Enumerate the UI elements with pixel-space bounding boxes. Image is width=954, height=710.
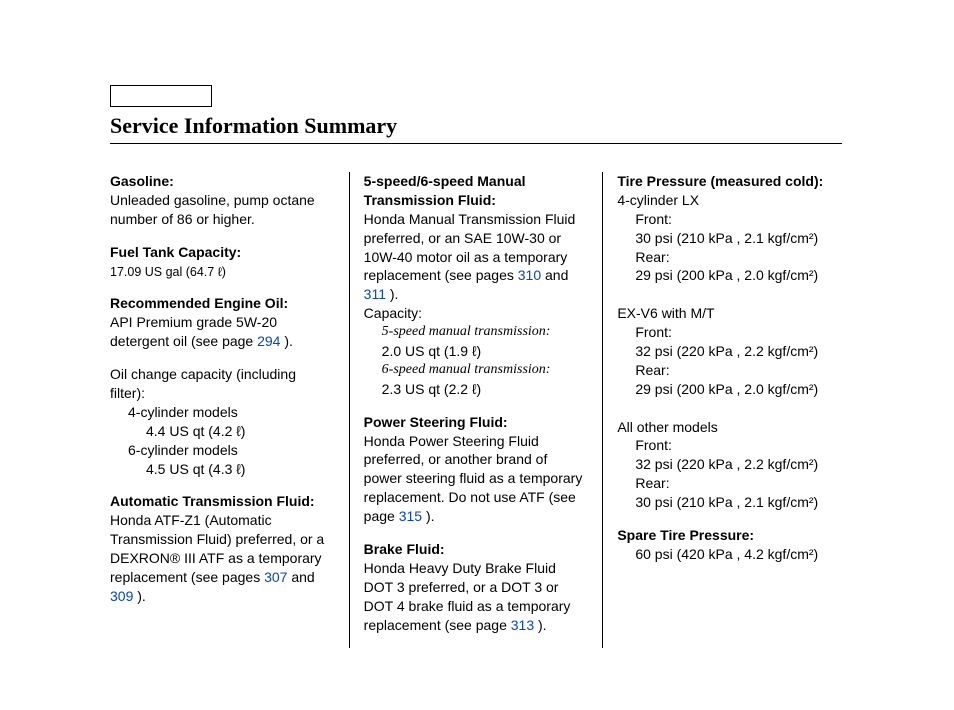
spare-val: 60 psi (420 kPa , 4.2 kgf/cm²)	[617, 545, 842, 564]
mtf-it1: 5-speed manual transmission:	[364, 323, 589, 342]
oil-change-l2: 6-cylinder models	[110, 441, 335, 460]
oil-change-block: Oil change capacity (including filter): …	[110, 365, 335, 478]
engine-oil-link[interactable]: 294	[257, 333, 280, 349]
column-1: Gasoline: Unleaded gasoline, pump octane…	[110, 172, 349, 648]
fuel-tank-block: Fuel Tank Capacity: 17.09 US gal (64.7 ℓ…	[110, 243, 335, 281]
mtf-link-311[interactable]: 311	[364, 286, 386, 302]
atf-hdr: Automatic Transmission Fluid:	[110, 493, 315, 509]
mtf-cap-label: Capacity:	[364, 305, 422, 321]
mtf-it2: 6-speed manual transmission:	[364, 361, 589, 380]
atf-post: ).	[133, 588, 145, 604]
page-title: Service Information Summary	[110, 113, 842, 144]
tire-g3-name: All other models	[617, 418, 842, 437]
tire-block: Tire Pressure (measured cold): 4-cylinde…	[617, 172, 842, 512]
engine-oil-block: Recommended Engine Oil: API Premium grad…	[110, 294, 335, 351]
psf-link-315[interactable]: 315	[399, 508, 422, 524]
psf-post: ).	[422, 508, 434, 524]
tire-g1-name: 4-cylinder LX	[617, 191, 842, 210]
atf-mid: and	[287, 569, 314, 585]
brake-link-313[interactable]: 313	[511, 617, 534, 633]
atf-link-307[interactable]: 307	[264, 569, 287, 585]
tire-g1-fl: Front:	[617, 210, 842, 229]
gasoline-txt: Unleaded gasoline, pump octane number of…	[110, 192, 315, 227]
mtf-link-310[interactable]: 310	[518, 267, 541, 283]
gasoline-block: Gasoline: Unleaded gasoline, pump octane…	[110, 172, 335, 229]
tire-g2-name: EX-V6 with M/T	[617, 304, 842, 323]
oil-change-intro: Oil change capacity (including filter):	[110, 365, 335, 403]
tire-g3-fl: Front:	[617, 436, 842, 455]
tire-g2-fl: Front:	[617, 323, 842, 342]
gasoline-hdr: Gasoline:	[110, 173, 174, 189]
psf-hdr: Power Steering Fluid:	[364, 414, 508, 430]
tire-g3-rl: Rear:	[617, 474, 842, 493]
tire-g3-rv: 30 psi (210 kPa , 2.1 kgf/cm²)	[617, 493, 842, 512]
fuel-tank-txt: 17.09 US gal (64.7 ℓ)	[110, 265, 226, 279]
tire-g1-rv: 29 psi (200 kPa , 2.0 kgf/cm²)	[617, 266, 842, 285]
columns: Gasoline: Unleaded gasoline, pump octane…	[110, 172, 842, 648]
spare-block: Spare Tire Pressure: 60 psi (420 kPa , 4…	[617, 526, 842, 564]
oil-change-v2: 4.5 US qt (4.3 ℓ)	[110, 460, 335, 479]
tire-g1-fv: 30 psi (210 kPa , 2.1 kgf/cm²)	[617, 229, 842, 248]
mtf-hdr: 5-speed/6-speed Manual Transmission Flui…	[364, 173, 526, 208]
page: Service Information Summary Gasoline: Un…	[0, 0, 954, 710]
column-3: Tire Pressure (measured cold): 4-cylinde…	[602, 172, 842, 648]
mtf-post: ).	[386, 286, 398, 302]
atf-link-309[interactable]: 309	[110, 588, 133, 604]
brand-box	[110, 85, 212, 107]
engine-oil-pre: API Premium grade 5W-20 detergent oil (s…	[110, 314, 277, 349]
fuel-tank-hdr: Fuel Tank Capacity:	[110, 244, 241, 260]
mtf-block: 5-speed/6-speed Manual Transmission Flui…	[364, 172, 589, 399]
oil-change-l1: 4-cylinder models	[110, 403, 335, 422]
brake-hdr: Brake Fluid:	[364, 541, 445, 557]
brake-post: ).	[534, 617, 546, 633]
tire-g3-fv: 32 psi (220 kPa , 2.2 kgf/cm²)	[617, 455, 842, 474]
tire-g2-rl: Rear:	[617, 361, 842, 380]
column-2: 5-speed/6-speed Manual Transmission Flui…	[349, 172, 603, 648]
tire-g2-fv: 32 psi (220 kPa , 2.2 kgf/cm²)	[617, 342, 842, 361]
tire-hdr: Tire Pressure (measured cold):	[617, 173, 823, 189]
tire-g1-rl: Rear:	[617, 248, 842, 267]
brake-block: Brake Fluid: Honda Heavy Duty Brake Flui…	[364, 540, 589, 634]
psf-pre: Honda Power Steering Fluid preferred, or…	[364, 433, 583, 525]
mtf-v2: 2.3 US qt (2.2 ℓ)	[364, 380, 589, 399]
oil-change-v1: 4.4 US qt (4.2 ℓ)	[110, 422, 335, 441]
spare-hdr: Spare Tire Pressure:	[617, 527, 754, 543]
atf-block: Automatic Transmission Fluid: Honda ATF-…	[110, 492, 335, 605]
engine-oil-post: ).	[280, 333, 292, 349]
mtf-mid: and	[541, 267, 568, 283]
engine-oil-hdr: Recommended Engine Oil:	[110, 295, 288, 311]
psf-block: Power Steering Fluid: Honda Power Steeri…	[364, 413, 589, 526]
tire-g2-rv: 29 psi (200 kPa , 2.0 kgf/cm²)	[617, 380, 842, 399]
mtf-v1: 2.0 US qt (1.9 ℓ)	[364, 342, 589, 361]
